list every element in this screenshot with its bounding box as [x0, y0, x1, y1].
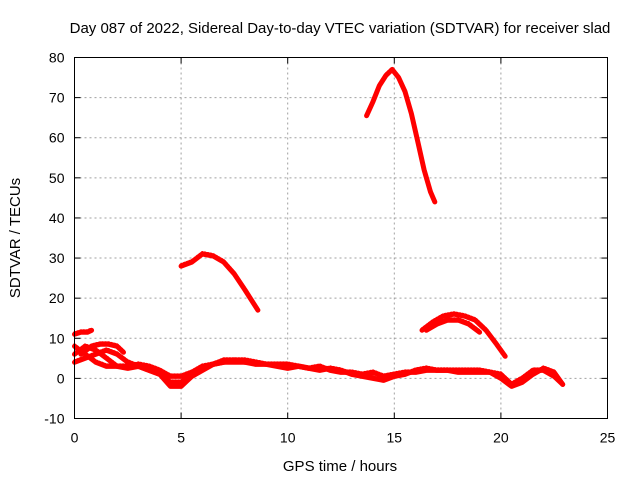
series-marker-arc-f — [179, 251, 260, 311]
x-axis-label: GPS time / hours — [283, 458, 397, 475]
series-line-arc-f — [178, 251, 261, 313]
y-tick-label: 70 — [49, 90, 65, 106]
y-tick-label: 10 — [49, 330, 65, 346]
y-tick-label: 20 — [49, 290, 65, 306]
chart-title: Day 087 of 2022, Sidereal Day-to-day VTE… — [70, 20, 611, 37]
y-tick-label: 30 — [49, 250, 65, 266]
series-marker-arc-a — [73, 343, 565, 385]
x-tick-label: 15 — [387, 430, 403, 446]
y-tick-label: 60 — [49, 130, 65, 146]
plot-frame — [74, 57, 608, 419]
y-axis-label: SDTVAR / TECUs — [7, 178, 24, 298]
series-marker-arc-h — [420, 311, 507, 357]
x-tick-label: 20 — [493, 430, 509, 446]
x-tick-label: 25 — [600, 430, 616, 446]
series-marker-arc-d — [73, 327, 94, 335]
series-marker-arc-g — [365, 66, 437, 202]
y-tick-label: 0 — [57, 370, 65, 386]
x-tick-label: 0 — [71, 430, 79, 446]
tick-layer: 0 5 10 15 20 25 -10 0 10 20 30 40 50 60 70 80 — [44, 50, 615, 446]
y-tick-label: -10 — [44, 411, 64, 427]
series-marker-arc-e — [79, 341, 125, 355]
x-tick-label: 5 — [177, 430, 185, 446]
series-layer — [72, 66, 566, 389]
series-marker-arc-c — [73, 343, 247, 387]
y-tick-label: 80 — [49, 50, 65, 66]
y-tick-label: 40 — [49, 210, 65, 226]
grid-layer — [74, 57, 608, 419]
x-tick-label: 10 — [280, 430, 296, 446]
series-marker-arc-i — [424, 317, 482, 333]
y-tick-label: 50 — [49, 170, 65, 186]
